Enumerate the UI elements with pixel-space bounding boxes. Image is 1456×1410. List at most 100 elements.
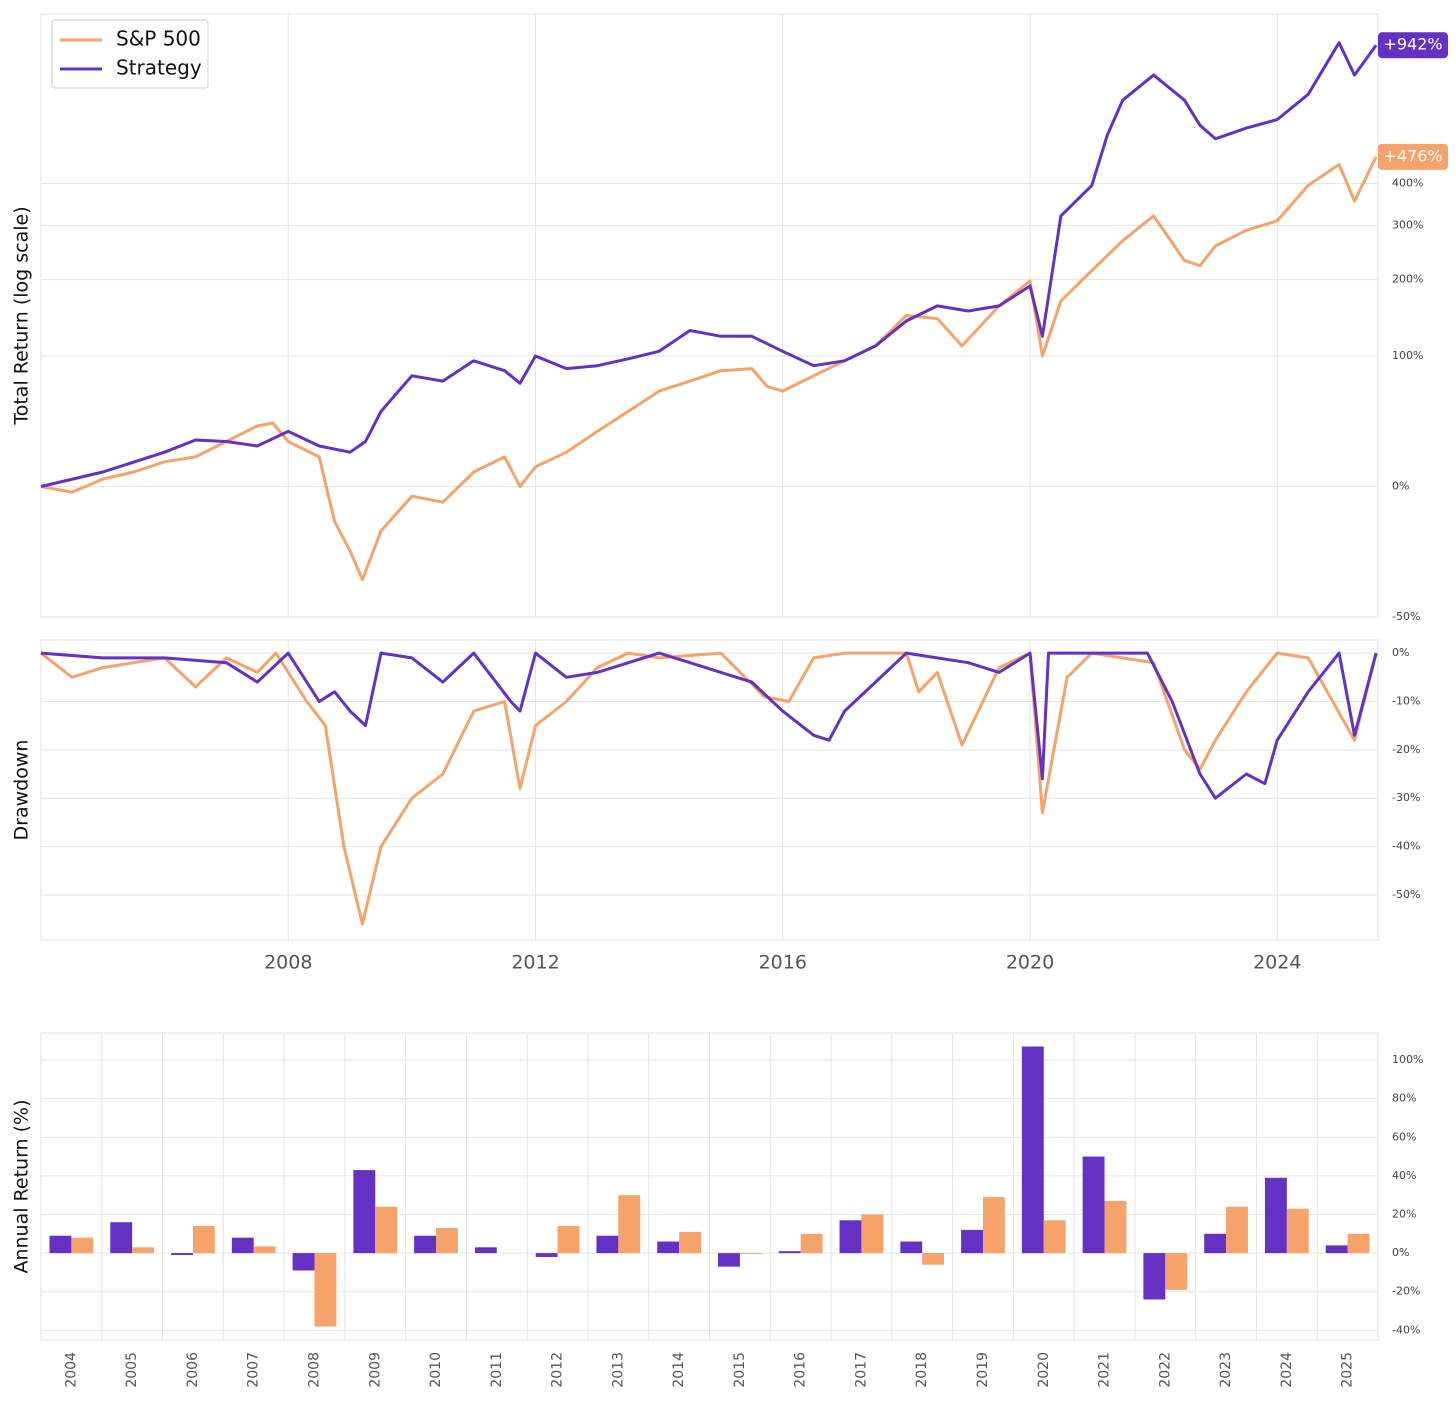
x-tick-label: 2008 — [264, 952, 312, 974]
bar — [922, 1253, 945, 1265]
x-tick-label: 2024 — [1253, 952, 1301, 974]
bar — [596, 1235, 619, 1254]
y-tick-label: 60% — [1392, 1130, 1416, 1143]
x-tick-label: 2023 — [1218, 1352, 1234, 1388]
bar — [192, 1226, 215, 1254]
plot-frame — [40, 13, 1379, 618]
legend-label: Strategy — [116, 56, 202, 80]
bar — [1104, 1200, 1127, 1254]
end-label: +942% — [1383, 35, 1442, 54]
bar — [778, 1251, 801, 1254]
bar — [314, 1253, 337, 1327]
y-tick-label: -30% — [1392, 791, 1420, 804]
y-tick-label: -20% — [1392, 743, 1420, 756]
y-tick-label: 40% — [1392, 1169, 1416, 1182]
y-tick-label: 300% — [1392, 218, 1423, 231]
x-tick-label: 2013 — [610, 1352, 626, 1388]
bar — [353, 1170, 376, 1254]
bar — [474, 1247, 497, 1254]
x-tick-label: 2006 — [185, 1352, 201, 1388]
bar — [657, 1241, 680, 1254]
x-tick-label: 2019 — [975, 1352, 991, 1388]
bar — [739, 1253, 762, 1255]
x-tick-label: 2004 — [63, 1352, 79, 1388]
y-tick-label: -50% — [1392, 888, 1420, 901]
x-tick-label: 2009 — [367, 1352, 383, 1388]
bar — [1264, 1177, 1287, 1254]
x-tick-label: 2021 — [1097, 1352, 1113, 1388]
y-tick-label: 20% — [1392, 1207, 1416, 1220]
x-tick-label: 2011 — [489, 1352, 505, 1388]
bar — [718, 1253, 740, 1267]
series-line — [40, 651, 1378, 926]
series-line — [40, 41, 1378, 488]
bar — [961, 1229, 983, 1254]
bar — [132, 1247, 155, 1254]
x-tick-label: 2016 — [759, 952, 807, 974]
x-tick-label: 2024 — [1279, 1352, 1295, 1388]
y-axis-title: Total Return (log scale) — [11, 206, 33, 425]
bar — [110, 1222, 133, 1254]
bar — [535, 1253, 558, 1257]
x-tick-label: 2017 — [853, 1352, 869, 1388]
bar — [1226, 1206, 1248, 1254]
y-tick-label: -50% — [1392, 610, 1420, 623]
legend-label: S&P 500 — [116, 27, 201, 51]
bar — [1143, 1253, 1166, 1300]
x-tick-label: 2012 — [550, 1352, 566, 1388]
x-tick-label: 2018 — [914, 1352, 930, 1388]
bar — [900, 1241, 923, 1254]
bar — [414, 1235, 437, 1254]
x-tick-label: 2008 — [306, 1352, 322, 1388]
end-label-box — [1378, 32, 1448, 59]
series-line — [40, 651, 1378, 800]
bar — [375, 1206, 398, 1254]
y-tick-label: 100% — [1392, 349, 1423, 362]
bar — [1286, 1208, 1309, 1254]
series-line — [40, 156, 1378, 582]
y-tick-label: -40% — [1392, 840, 1420, 853]
y-tick-label: 0% — [1392, 479, 1409, 492]
bar — [171, 1253, 193, 1256]
bar — [49, 1235, 72, 1254]
bar — [436, 1228, 458, 1254]
x-tick-label: 2020 — [1006, 952, 1054, 974]
bar — [71, 1237, 94, 1254]
y-tick-label: 200% — [1392, 273, 1423, 286]
bar — [618, 1195, 641, 1254]
bar — [679, 1231, 701, 1254]
bar — [839, 1220, 862, 1254]
bar — [1082, 1156, 1105, 1254]
y-tick-label: -10% — [1392, 694, 1420, 707]
bar — [1325, 1245, 1348, 1254]
bar — [1043, 1220, 1066, 1254]
x-tick-label: 2015 — [732, 1352, 748, 1388]
x-tick-label: 2007 — [246, 1352, 262, 1388]
bar — [1165, 1253, 1188, 1290]
y-axis-title: Annual Return (%) — [11, 1099, 33, 1273]
bar — [982, 1197, 1005, 1254]
bar — [231, 1237, 254, 1254]
bar — [861, 1214, 884, 1254]
x-tick-label: 2020 — [1036, 1352, 1052, 1388]
y-tick-label: -20% — [1392, 1285, 1420, 1298]
bar — [253, 1246, 276, 1254]
y-tick-label: -40% — [1392, 1323, 1420, 1336]
y-tick-label: 0% — [1392, 646, 1409, 659]
y-tick-label: 0% — [1392, 1246, 1409, 1259]
x-tick-label: 2005 — [124, 1352, 140, 1388]
x-tick-label: 2014 — [671, 1352, 687, 1388]
x-tick-label: 2012 — [511, 952, 559, 974]
legend-box — [51, 19, 209, 89]
bar — [292, 1253, 315, 1271]
bar — [1021, 1046, 1044, 1254]
y-tick-label: 80% — [1392, 1092, 1416, 1105]
x-tick-label: 2025 — [1340, 1352, 1356, 1388]
bar — [557, 1226, 580, 1254]
y-tick-label: 100% — [1392, 1053, 1423, 1066]
x-tick-label: 2016 — [793, 1352, 809, 1388]
end-label: +476% — [1383, 146, 1442, 165]
y-axis-title: Drawdown — [11, 740, 33, 841]
bar — [1347, 1233, 1370, 1254]
